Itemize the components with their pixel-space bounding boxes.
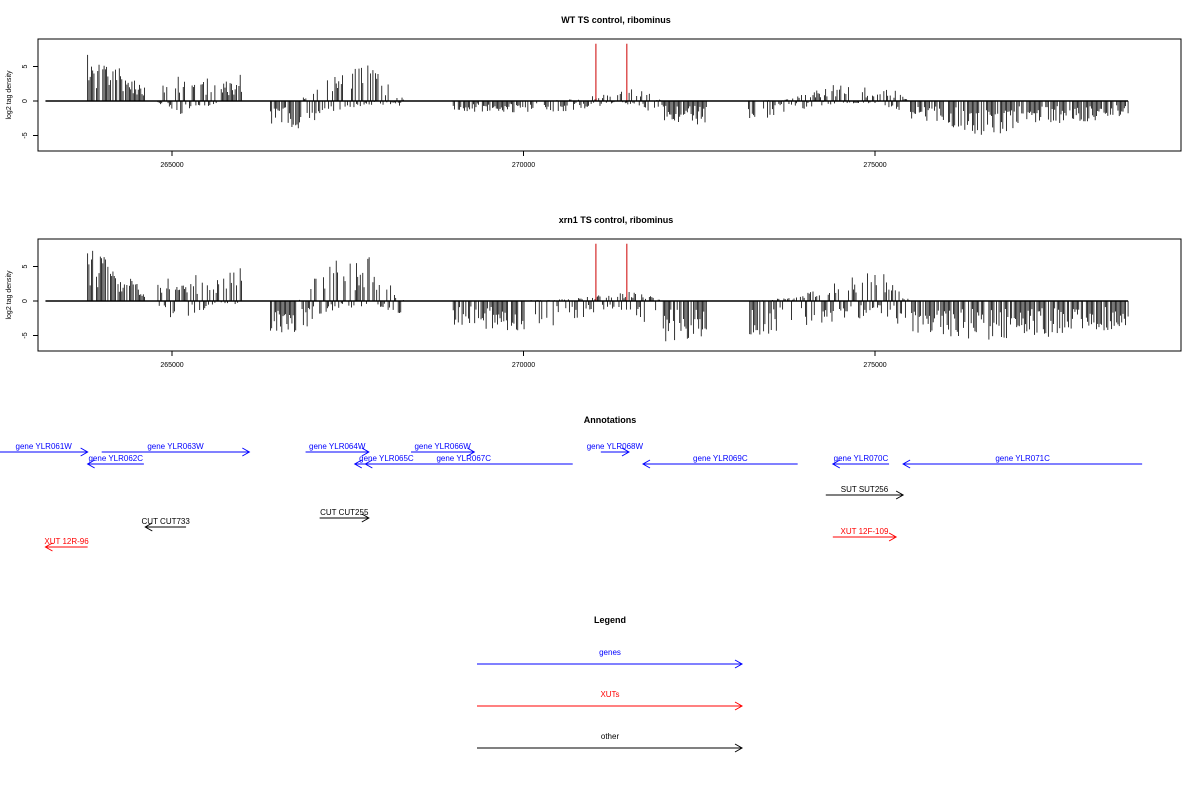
annotation-item: gene YLR066W xyxy=(411,442,476,457)
annotation-item: CUT CUT255 xyxy=(319,508,370,523)
annotation-item: gene YLR061W xyxy=(0,442,89,457)
legend-item: XUTs xyxy=(477,690,744,711)
annotation-label: gene YLR061W xyxy=(16,442,73,451)
annotation-label: CUT CUT733 xyxy=(142,517,191,526)
annotation-arrow-head xyxy=(353,459,363,469)
annotation-label: gene YLR067C xyxy=(436,454,491,463)
annotation-arrow-head xyxy=(361,513,370,523)
annotation-arrow-head xyxy=(895,490,905,500)
annotation-item: gene YLR071C xyxy=(902,454,1143,469)
annotation-item: gene YLR062C xyxy=(86,454,144,469)
wt-track-bar-group xyxy=(748,85,1129,135)
annotation-label: gene YLR065C xyxy=(359,454,414,463)
annotation-arrow-head xyxy=(902,459,911,469)
x-tick-label: 270000 xyxy=(512,362,535,369)
annotation-arrow-head xyxy=(888,532,898,542)
annotation-arrow-head xyxy=(144,522,153,532)
y-tick-label: 5 xyxy=(22,264,29,268)
legend-label: other xyxy=(601,732,620,741)
xrn1-track-bar-group xyxy=(452,291,707,342)
annotation-item: CUT CUT733 xyxy=(142,517,191,532)
annotation-label: gene YLR064W xyxy=(309,442,366,451)
legend-item: other xyxy=(477,732,744,753)
annotation-item: gene YLR068W xyxy=(587,442,644,457)
legend-items: genes XUTs other xyxy=(477,648,744,753)
x-tick-label: 275000 xyxy=(863,362,886,369)
y-tick-label: 5 xyxy=(22,64,29,68)
annotation-item: SUT SUT256 xyxy=(825,485,905,500)
annotation-label: gene YLR070C xyxy=(834,454,889,463)
annotation-item: XUT 12F-109 xyxy=(832,527,898,542)
legend-item: genes xyxy=(477,648,744,669)
annotation-label: XUT 12F-109 xyxy=(841,527,889,536)
annotation-item: gene YLR064W xyxy=(305,442,370,457)
wt-track-panel: WT TS control, ribominus log2 tag densit… xyxy=(6,15,1182,169)
xrn1-track-axes: 265000 270000 275000 -5 0 5 xyxy=(22,264,1129,369)
annotation-item: gene YLR063W xyxy=(101,442,251,457)
wt-track-bar-group xyxy=(452,89,707,125)
wt-track-bars xyxy=(87,43,1129,135)
xrn1-track-y-axis-label: log2 tag density xyxy=(6,270,13,320)
xrn1-track-plot-frame xyxy=(37,238,1182,352)
annotation-label: gene YLR063W xyxy=(147,442,204,451)
annotation-arrow-head xyxy=(467,447,476,457)
legend-label: genes xyxy=(599,648,621,657)
y-tick-label: 0 xyxy=(22,99,29,103)
annotation-label: gene YLR066W xyxy=(414,442,471,451)
annotation-arrow-head xyxy=(44,542,53,552)
annotation-item: gene YLR065C xyxy=(359,454,414,469)
annotation-item: gene YLR070C xyxy=(831,454,890,469)
annotation-item: XUT 12R-96 xyxy=(44,537,89,552)
annotation-items: gene YLR061W gene YLR062C gene YLR063W gene… xyxy=(0,442,1143,552)
x-tick-label: 270000 xyxy=(512,162,535,169)
wt-track-y-axis-label: log2 tag density xyxy=(6,70,13,120)
annotation-arrow-head xyxy=(642,459,651,469)
legend-arrow-head xyxy=(734,659,744,669)
annotation-label: gene YLR062C xyxy=(88,454,143,463)
legend-arrow-head xyxy=(734,701,744,711)
xrn1-track-bar-group xyxy=(270,257,404,333)
xrn1-track-bar-group xyxy=(157,268,242,318)
legend-panel: Legend genes XUTs other xyxy=(477,615,744,753)
xrn1-track-bar-group xyxy=(87,250,145,301)
annotation-label: SUT SUT256 xyxy=(841,485,889,494)
xrn1-track-bars xyxy=(87,243,1129,342)
wt-track-plot-frame xyxy=(37,38,1182,152)
wt-track-bar-group xyxy=(270,65,404,129)
annotation-arrow-head xyxy=(361,447,370,457)
y-tick-label: -5 xyxy=(22,132,29,138)
annotation-arrow-head xyxy=(242,447,251,457)
y-tick-label: 0 xyxy=(22,299,29,303)
annotation-label: gene YLR068W xyxy=(587,442,644,451)
x-tick-label: 275000 xyxy=(863,162,886,169)
legend-label: XUTs xyxy=(600,690,619,699)
xrn1-track-bar-group xyxy=(749,273,1129,340)
y-tick-label: -5 xyxy=(22,332,29,338)
annotation-arrow-head xyxy=(831,459,841,469)
annotation-item: gene YLR067C xyxy=(353,454,573,469)
legend-arrow-head xyxy=(734,743,744,753)
x-tick-label: 265000 xyxy=(160,162,183,169)
xrn1-track-title: xrn1 TS control, ribominus xyxy=(559,215,674,225)
annotations-title: Annotations xyxy=(584,415,637,425)
legend-title: Legend xyxy=(594,615,626,625)
annotation-label: gene YLR069C xyxy=(693,454,748,463)
wt-track-bar-group xyxy=(87,54,145,101)
annotation-arrow-head xyxy=(621,447,630,457)
xrn1-track-panel: xrn1 TS control, ribominus log2 tag dens… xyxy=(6,215,1182,369)
annotation-arrow-head xyxy=(86,459,95,469)
annotation-arrow-head xyxy=(80,447,89,457)
annotation-item: gene YLR069C xyxy=(642,454,798,469)
wt-track-title: WT TS control, ribominus xyxy=(561,15,671,25)
annotation-label: gene YLR071C xyxy=(995,454,1050,463)
x-tick-label: 265000 xyxy=(160,362,183,369)
annotation-label: CUT CUT255 xyxy=(320,508,369,517)
wt-track-axes: 265000 270000 275000 -5 0 5 xyxy=(22,64,1129,169)
annotation-label: XUT 12R-96 xyxy=(44,537,89,546)
wt-track-bar-group xyxy=(157,74,242,114)
